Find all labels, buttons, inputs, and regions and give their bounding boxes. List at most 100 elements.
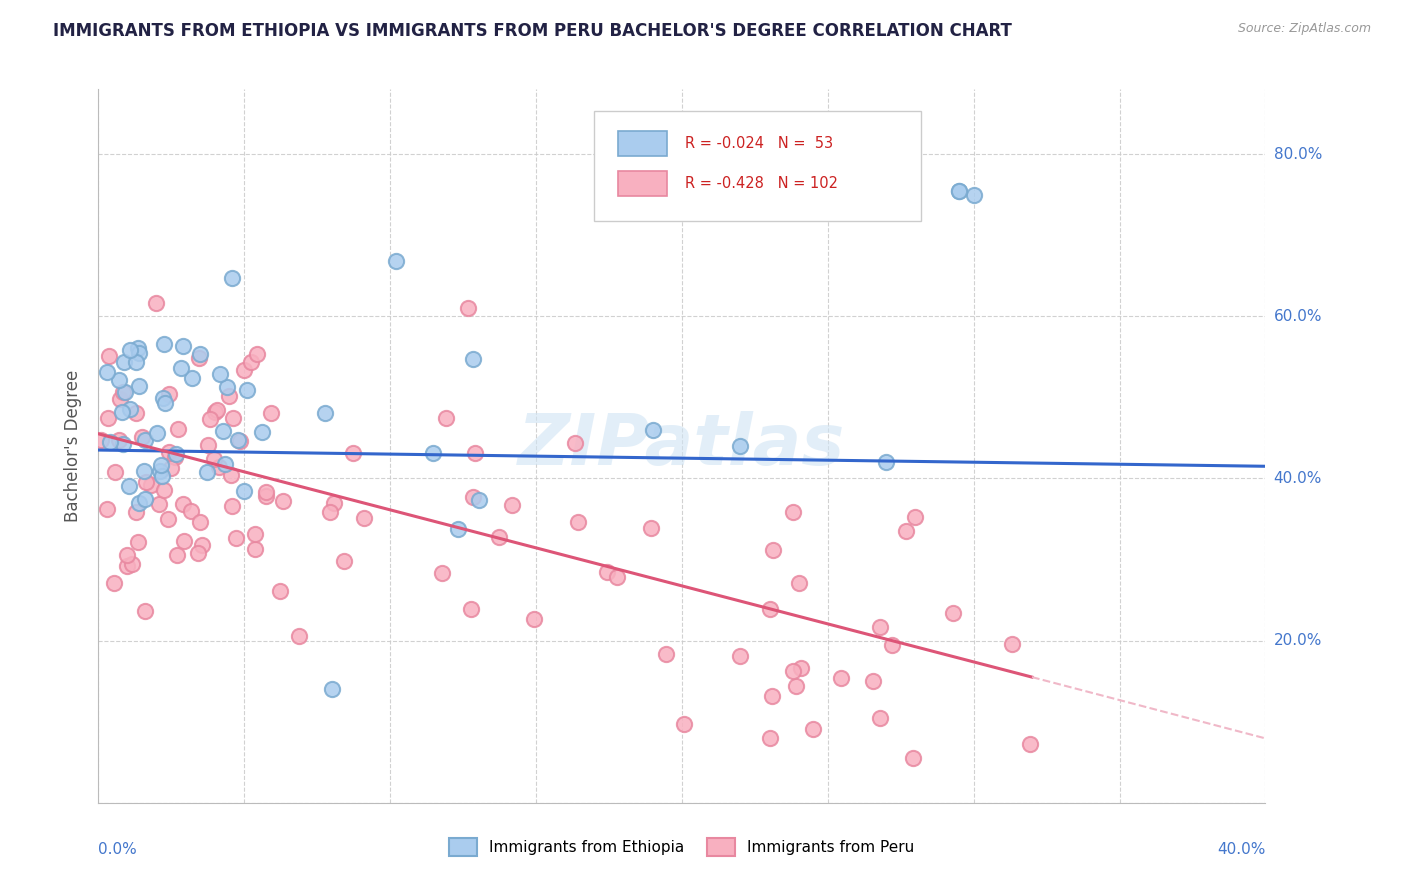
Point xyxy=(195,465,218,479)
Point xyxy=(111,436,134,450)
Point xyxy=(114,384,136,399)
Point xyxy=(125,505,148,519)
Point xyxy=(314,406,336,420)
Point xyxy=(254,485,277,500)
Point xyxy=(187,546,209,560)
Point xyxy=(150,458,173,473)
Point xyxy=(221,270,243,285)
Point xyxy=(226,433,249,447)
Text: IMMIGRANTS FROM ETHIOPIA VS IMMIGRANTS FROM PERU BACHELOR'S DEGREE CORRELATION C: IMMIGRANTS FROM ETHIOPIA VS IMMIGRANTS F… xyxy=(53,22,1012,40)
Point xyxy=(96,502,118,516)
Text: 40.0%: 40.0% xyxy=(1218,842,1265,857)
Text: 0.0%: 0.0% xyxy=(98,842,138,857)
Point xyxy=(111,384,134,399)
Point xyxy=(869,620,891,634)
Point xyxy=(464,446,486,460)
Point xyxy=(104,465,127,479)
Point xyxy=(128,496,150,510)
Point xyxy=(785,680,807,694)
Point xyxy=(758,731,780,746)
Point xyxy=(353,510,375,524)
Point xyxy=(128,345,150,359)
Point xyxy=(160,461,183,475)
Text: 60.0%: 60.0% xyxy=(1274,309,1322,324)
Point xyxy=(127,341,149,355)
Point xyxy=(108,433,131,447)
Point xyxy=(100,434,122,449)
Point xyxy=(758,602,780,616)
Point xyxy=(422,446,444,460)
Point xyxy=(728,648,751,663)
Point xyxy=(385,253,408,268)
Point xyxy=(90,433,112,447)
Point xyxy=(655,647,678,661)
Point xyxy=(118,479,141,493)
Point xyxy=(225,532,247,546)
Point xyxy=(172,497,194,511)
Point xyxy=(271,494,294,508)
Point xyxy=(172,339,194,353)
Point xyxy=(596,565,619,579)
Point xyxy=(208,367,231,381)
Point xyxy=(152,391,174,405)
Point xyxy=(153,396,176,410)
Point xyxy=(214,458,236,472)
Point xyxy=(134,464,156,478)
Point xyxy=(190,347,212,361)
Point xyxy=(120,343,142,357)
Point xyxy=(121,557,143,571)
Point xyxy=(434,411,457,425)
Point xyxy=(761,689,783,703)
Point xyxy=(882,638,904,652)
Point xyxy=(252,425,274,439)
Point xyxy=(112,355,135,369)
Point xyxy=(165,447,187,461)
Point xyxy=(134,492,156,507)
Point xyxy=(218,389,240,403)
Point xyxy=(641,423,664,437)
Point xyxy=(233,363,256,377)
Text: R = -0.428   N = 102: R = -0.428 N = 102 xyxy=(685,176,838,191)
Point xyxy=(146,426,169,441)
Point xyxy=(894,524,917,538)
Point xyxy=(782,505,804,519)
Point xyxy=(501,499,523,513)
Point xyxy=(156,512,179,526)
Text: 80.0%: 80.0% xyxy=(1274,146,1322,161)
Point xyxy=(222,411,245,425)
Legend: Immigrants from Ethiopia, Immigrants from Peru: Immigrants from Ethiopia, Immigrants fro… xyxy=(450,838,914,855)
Point xyxy=(98,349,121,363)
Point xyxy=(157,387,180,401)
Point xyxy=(110,405,132,419)
Point xyxy=(125,406,148,420)
Point xyxy=(134,433,156,447)
Point xyxy=(948,184,970,198)
Point xyxy=(103,576,125,591)
Point xyxy=(148,498,170,512)
Point xyxy=(948,184,970,198)
Point xyxy=(862,673,884,688)
Point xyxy=(127,534,149,549)
Point xyxy=(118,401,141,416)
Point xyxy=(215,379,238,393)
Point xyxy=(205,403,228,417)
Point xyxy=(145,295,167,310)
Point xyxy=(333,554,356,568)
Point xyxy=(460,602,482,616)
Text: 40.0%: 40.0% xyxy=(1274,471,1322,486)
Point xyxy=(342,446,364,460)
Point xyxy=(321,682,343,697)
Point xyxy=(181,371,204,385)
Text: Source: ZipAtlas.com: Source: ZipAtlas.com xyxy=(1237,22,1371,36)
Point xyxy=(131,429,153,443)
Point xyxy=(606,570,628,584)
Point xyxy=(221,499,243,513)
Point xyxy=(432,566,454,580)
Point xyxy=(523,612,546,626)
Point xyxy=(202,452,225,467)
Point xyxy=(153,483,176,497)
Point xyxy=(134,604,156,618)
Point xyxy=(243,527,266,541)
Point xyxy=(875,455,897,469)
Point xyxy=(787,576,810,591)
